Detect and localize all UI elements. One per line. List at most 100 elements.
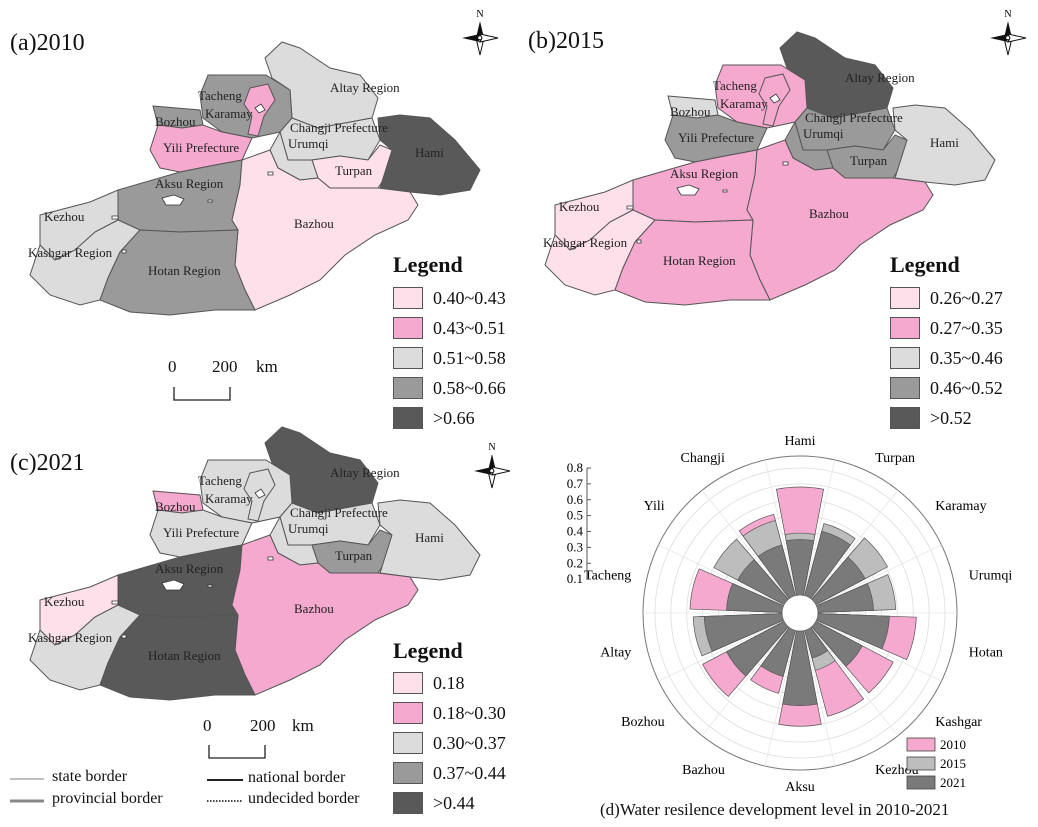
legend-label: >0.52 bbox=[930, 407, 972, 428]
series-legend-label: 2021 bbox=[940, 775, 966, 790]
legend-item: 0.43~0.51 bbox=[393, 317, 506, 339]
region-label-tacheng: Tacheng bbox=[198, 88, 242, 103]
region-label-tacheng: Tacheng bbox=[198, 473, 242, 488]
legend-item: 0.40~0.43 bbox=[393, 287, 506, 309]
legend-label: 0.18 bbox=[433, 672, 465, 693]
region-hami bbox=[377, 114, 481, 196]
legend-label: 0.58~0.66 bbox=[433, 377, 506, 398]
legend-swatch bbox=[890, 407, 920, 429]
lake bbox=[254, 488, 266, 499]
axis-tick-label: 0.7 bbox=[567, 476, 584, 491]
legend-title-2015: Legend bbox=[890, 252, 960, 277]
region-label-changji: Changji Prefecture bbox=[805, 110, 903, 125]
legend-label: 0.46~0.52 bbox=[930, 377, 1003, 398]
region-label-turpan: Turpan bbox=[335, 163, 373, 178]
lake bbox=[626, 205, 634, 210]
legend-label: >0.66 bbox=[433, 407, 475, 428]
scale-zero: 0 bbox=[203, 716, 212, 735]
region-hotan bbox=[614, 219, 771, 306]
legend-label: 0.40~0.43 bbox=[433, 287, 506, 308]
region-label-kashgar: Kashgar Region bbox=[543, 235, 628, 250]
lake bbox=[207, 584, 213, 588]
panel-c-title: (c)2021 bbox=[10, 450, 85, 476]
region-label-aksu: Aksu Region bbox=[670, 166, 739, 181]
region-label-bazhou: Bazhou bbox=[294, 601, 334, 616]
category-label-hami: Hami bbox=[784, 435, 815, 449]
scale-distance: 200 bbox=[212, 357, 238, 376]
category-label-bazhou: Bazhou bbox=[682, 763, 725, 778]
legend-item: 0.18 bbox=[393, 672, 465, 694]
map-2015: Altay Region Tacheng Karamay Bozhou Yili Pre… bbox=[543, 31, 996, 306]
border-legend-lines bbox=[207, 779, 243, 802]
lake bbox=[782, 161, 789, 166]
legend-swatch bbox=[393, 762, 423, 784]
region-label-karamay: Karamay bbox=[205, 106, 253, 121]
region-label-yili: Yili Prefecture bbox=[678, 130, 754, 145]
lake bbox=[722, 189, 728, 193]
axis-tick-label: 0.2 bbox=[567, 555, 583, 570]
lake bbox=[676, 184, 700, 196]
legend-swatch bbox=[393, 407, 423, 429]
category-label-hotan: Hotan bbox=[969, 646, 1003, 661]
region-label-kashgar: Kashgar Region bbox=[28, 630, 113, 645]
series-legend-swatch bbox=[906, 756, 936, 771]
region-hami bbox=[892, 104, 996, 186]
north-arrow-icon: N bbox=[462, 9, 499, 56]
scale-unit: km bbox=[256, 357, 278, 376]
north-label: N bbox=[488, 442, 495, 453]
region-label-urumqi: Urumqi bbox=[288, 521, 329, 536]
region-label-urumqi: Urumqi bbox=[803, 126, 844, 141]
legend-item: 0.26~0.27 bbox=[890, 287, 1003, 309]
lake bbox=[161, 194, 185, 206]
legend-swatch bbox=[393, 792, 423, 814]
lake bbox=[111, 215, 119, 220]
legend-label: 0.26~0.27 bbox=[930, 287, 1003, 308]
legend-label: 0.37~0.44 bbox=[433, 762, 506, 783]
lake bbox=[636, 239, 642, 244]
region-label-kezhou: Kezhou bbox=[44, 209, 85, 224]
region-label-aksu: Aksu Region bbox=[155, 176, 224, 191]
series-legend-label: 2010 bbox=[940, 737, 966, 752]
lake bbox=[121, 249, 127, 254]
lake bbox=[267, 171, 274, 176]
region-label-changji: Changji Prefecture bbox=[290, 505, 388, 520]
scale-zero: 0 bbox=[168, 357, 177, 376]
legend-label: 0.51~0.58 bbox=[433, 347, 506, 368]
lake bbox=[267, 556, 274, 561]
axis-tick-label: 0.3 bbox=[567, 539, 583, 554]
legend-label: 0.30~0.37 bbox=[433, 732, 506, 753]
lake bbox=[207, 199, 213, 203]
category-label-altay: Altay bbox=[600, 646, 631, 661]
region-label-kezhou: Kezhou bbox=[559, 199, 600, 214]
legend-item: 0.30~0.37 bbox=[393, 732, 506, 754]
region-label-hotan: Hotan Region bbox=[148, 263, 221, 278]
north-label: N bbox=[1004, 9, 1011, 20]
axis-tick-label: 0.1 bbox=[567, 571, 583, 586]
legend-item: >0.44 bbox=[393, 792, 475, 814]
legend-swatch bbox=[393, 317, 423, 339]
category-label-changji: Changji bbox=[681, 451, 725, 466]
legend-item: 0.58~0.66 bbox=[393, 377, 506, 399]
region-label-bozhou: Bozhou bbox=[155, 499, 196, 514]
legend-item: 0.27~0.35 bbox=[890, 317, 1003, 339]
legend-item: 0.37~0.44 bbox=[393, 762, 506, 784]
category-label-karamay: Karamay bbox=[935, 499, 986, 514]
legend-label: 0.35~0.46 bbox=[930, 347, 1003, 368]
region-label-tacheng: Tacheng bbox=[713, 78, 757, 93]
legend-title-2010: Legend bbox=[393, 252, 463, 277]
lake bbox=[769, 93, 781, 104]
region-label-hami: Hami bbox=[415, 530, 444, 545]
legend-item: 0.35~0.46 bbox=[890, 347, 1003, 369]
series-legend-swatch bbox=[906, 737, 936, 752]
axis-tick-label: 0.6 bbox=[567, 492, 584, 507]
axis-tick-label: 0.5 bbox=[567, 508, 583, 523]
radial-chart: HamiTurpanKaramayUrumqiHotanKashgarKezho… bbox=[567, 435, 1013, 795]
category-label-aksu: Aksu bbox=[785, 780, 815, 795]
scale-distance: 200 bbox=[250, 716, 276, 735]
legend-swatch bbox=[890, 347, 920, 369]
panel-a-title: (a)2010 bbox=[10, 30, 85, 56]
region-label-yili: Yili Prefecture bbox=[163, 525, 239, 540]
state-border-label: state border bbox=[52, 768, 128, 785]
legend-swatch bbox=[393, 732, 423, 754]
scale-bar bbox=[208, 745, 266, 759]
